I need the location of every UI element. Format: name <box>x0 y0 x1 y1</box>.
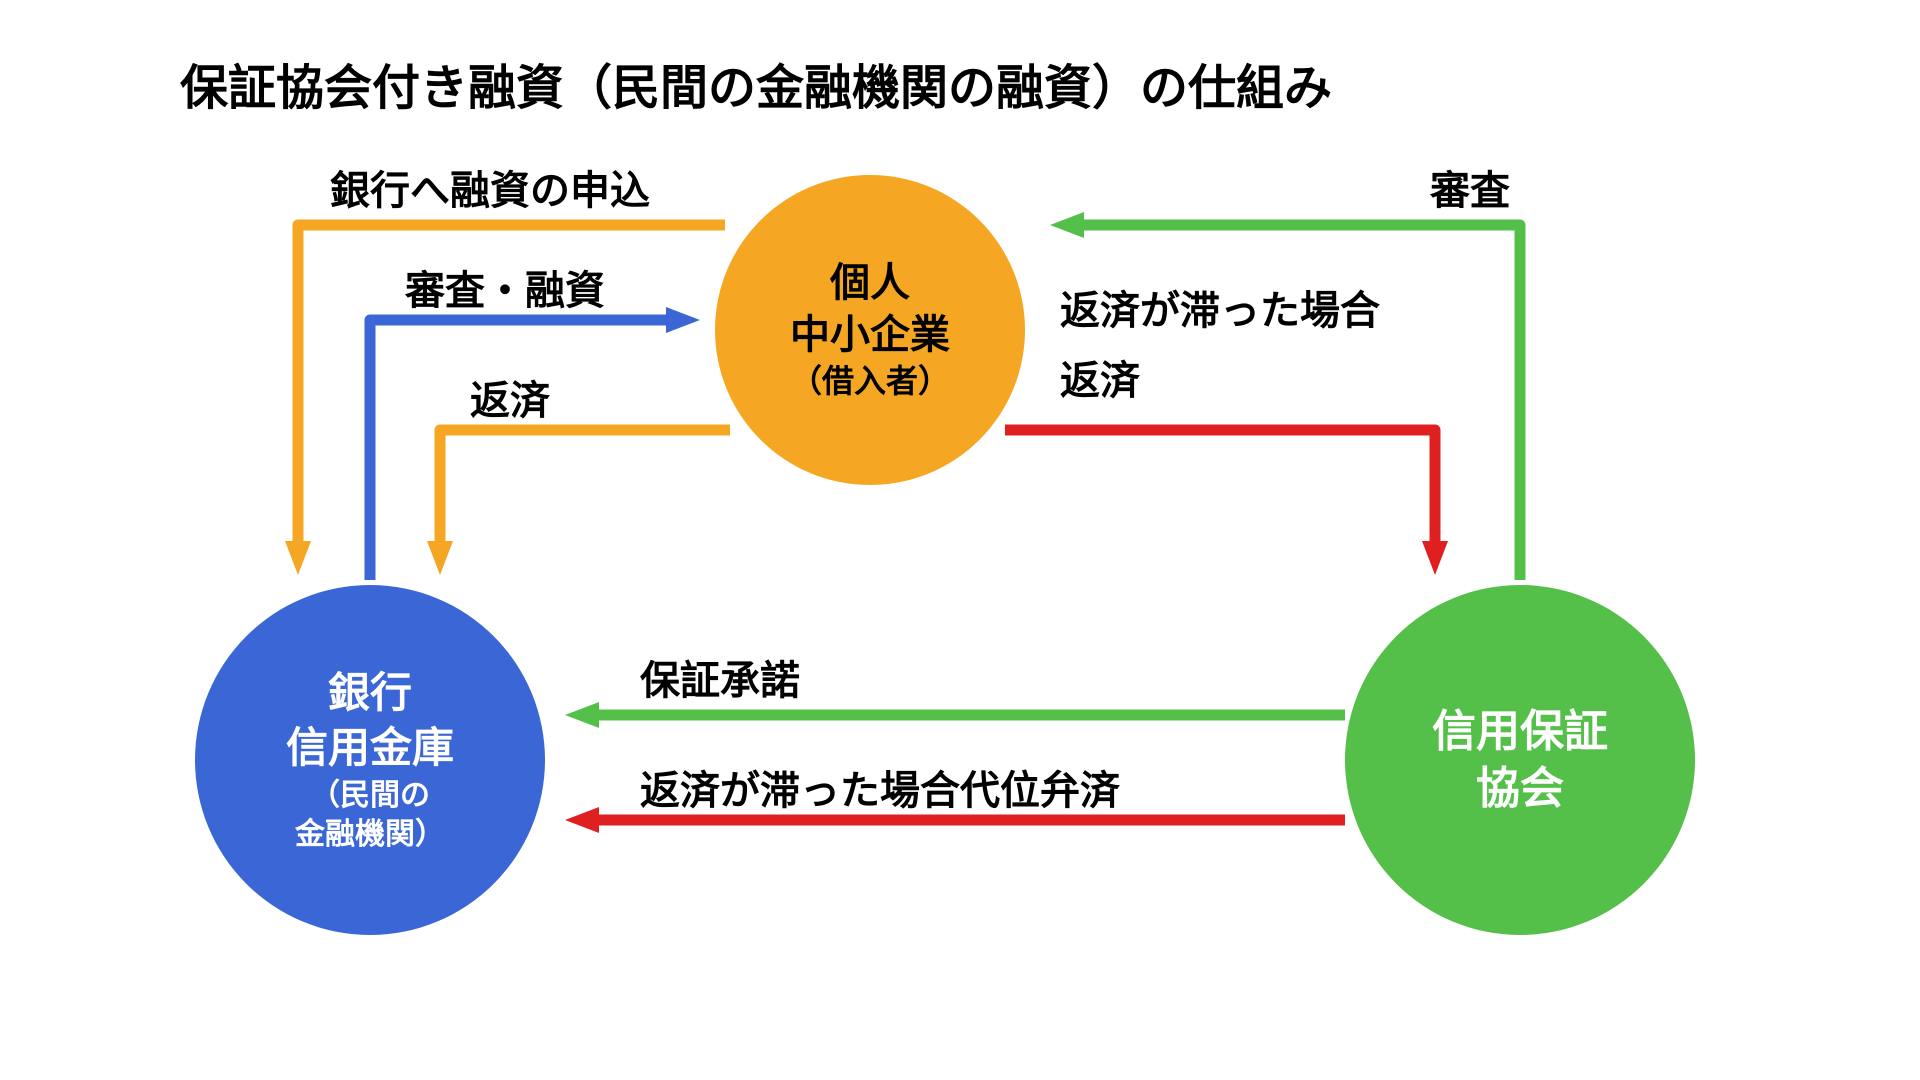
label-finance: 審査・融資 <box>405 258 605 316</box>
label-default-note: 返済が滞った場合 <box>1060 278 1380 336</box>
node-text: 金融機関） <box>295 815 445 854</box>
diagram-title: 保証協会付き融資（民間の金融機関の融資）の仕組み <box>180 48 1332 118</box>
arrowhead-red-subrogation <box>565 807 599 833</box>
edge-orange-repay <box>440 430 730 544</box>
edges-layer <box>0 0 1920 1080</box>
node-guarantor: 信用保証協会 <box>1345 585 1695 935</box>
label-subrogation: 返済が滞った場合代位弁済 <box>640 758 1120 816</box>
arrowhead-orange-apply <box>285 541 311 575</box>
node-text: 信用保証 <box>1432 703 1608 760</box>
label-approval: 保証承諾 <box>640 648 800 706</box>
arrowhead-green-approval <box>565 702 599 728</box>
arrowhead-green-audit <box>1050 212 1084 238</box>
node-bank: 銀行信用金庫（民間の金融機関） <box>195 585 545 935</box>
node-text: 信用金庫 <box>286 721 454 776</box>
node-text: 協会 <box>1476 760 1564 817</box>
node-text: （民間の <box>310 776 430 815</box>
label-repay2: 返済 <box>1060 348 1140 406</box>
arrowhead-red-repay-to-guarantor <box>1422 541 1448 575</box>
edge-red-repay-to-guarantor <box>1005 430 1435 544</box>
diagram-canvas: 保証協会付き融資（民間の金融機関の融資）の仕組み 個人中小企業（借入者） 銀行信… <box>0 0 1920 1080</box>
edge-blue-finance <box>370 320 669 580</box>
node-text: 個人 <box>830 257 910 309</box>
arrowhead-blue-finance <box>666 307 700 333</box>
label-apply: 銀行へ融資の申込 <box>330 158 650 216</box>
label-audit: 審査 <box>1430 158 1510 216</box>
node-borrower: 個人中小企業（借入者） <box>715 175 1025 485</box>
label-repay: 返済 <box>470 368 550 426</box>
node-text: 中小企業 <box>790 309 950 361</box>
node-text: 銀行 <box>328 666 412 721</box>
node-text: （借入者） <box>790 361 950 403</box>
arrowhead-orange-repay <box>427 541 453 575</box>
